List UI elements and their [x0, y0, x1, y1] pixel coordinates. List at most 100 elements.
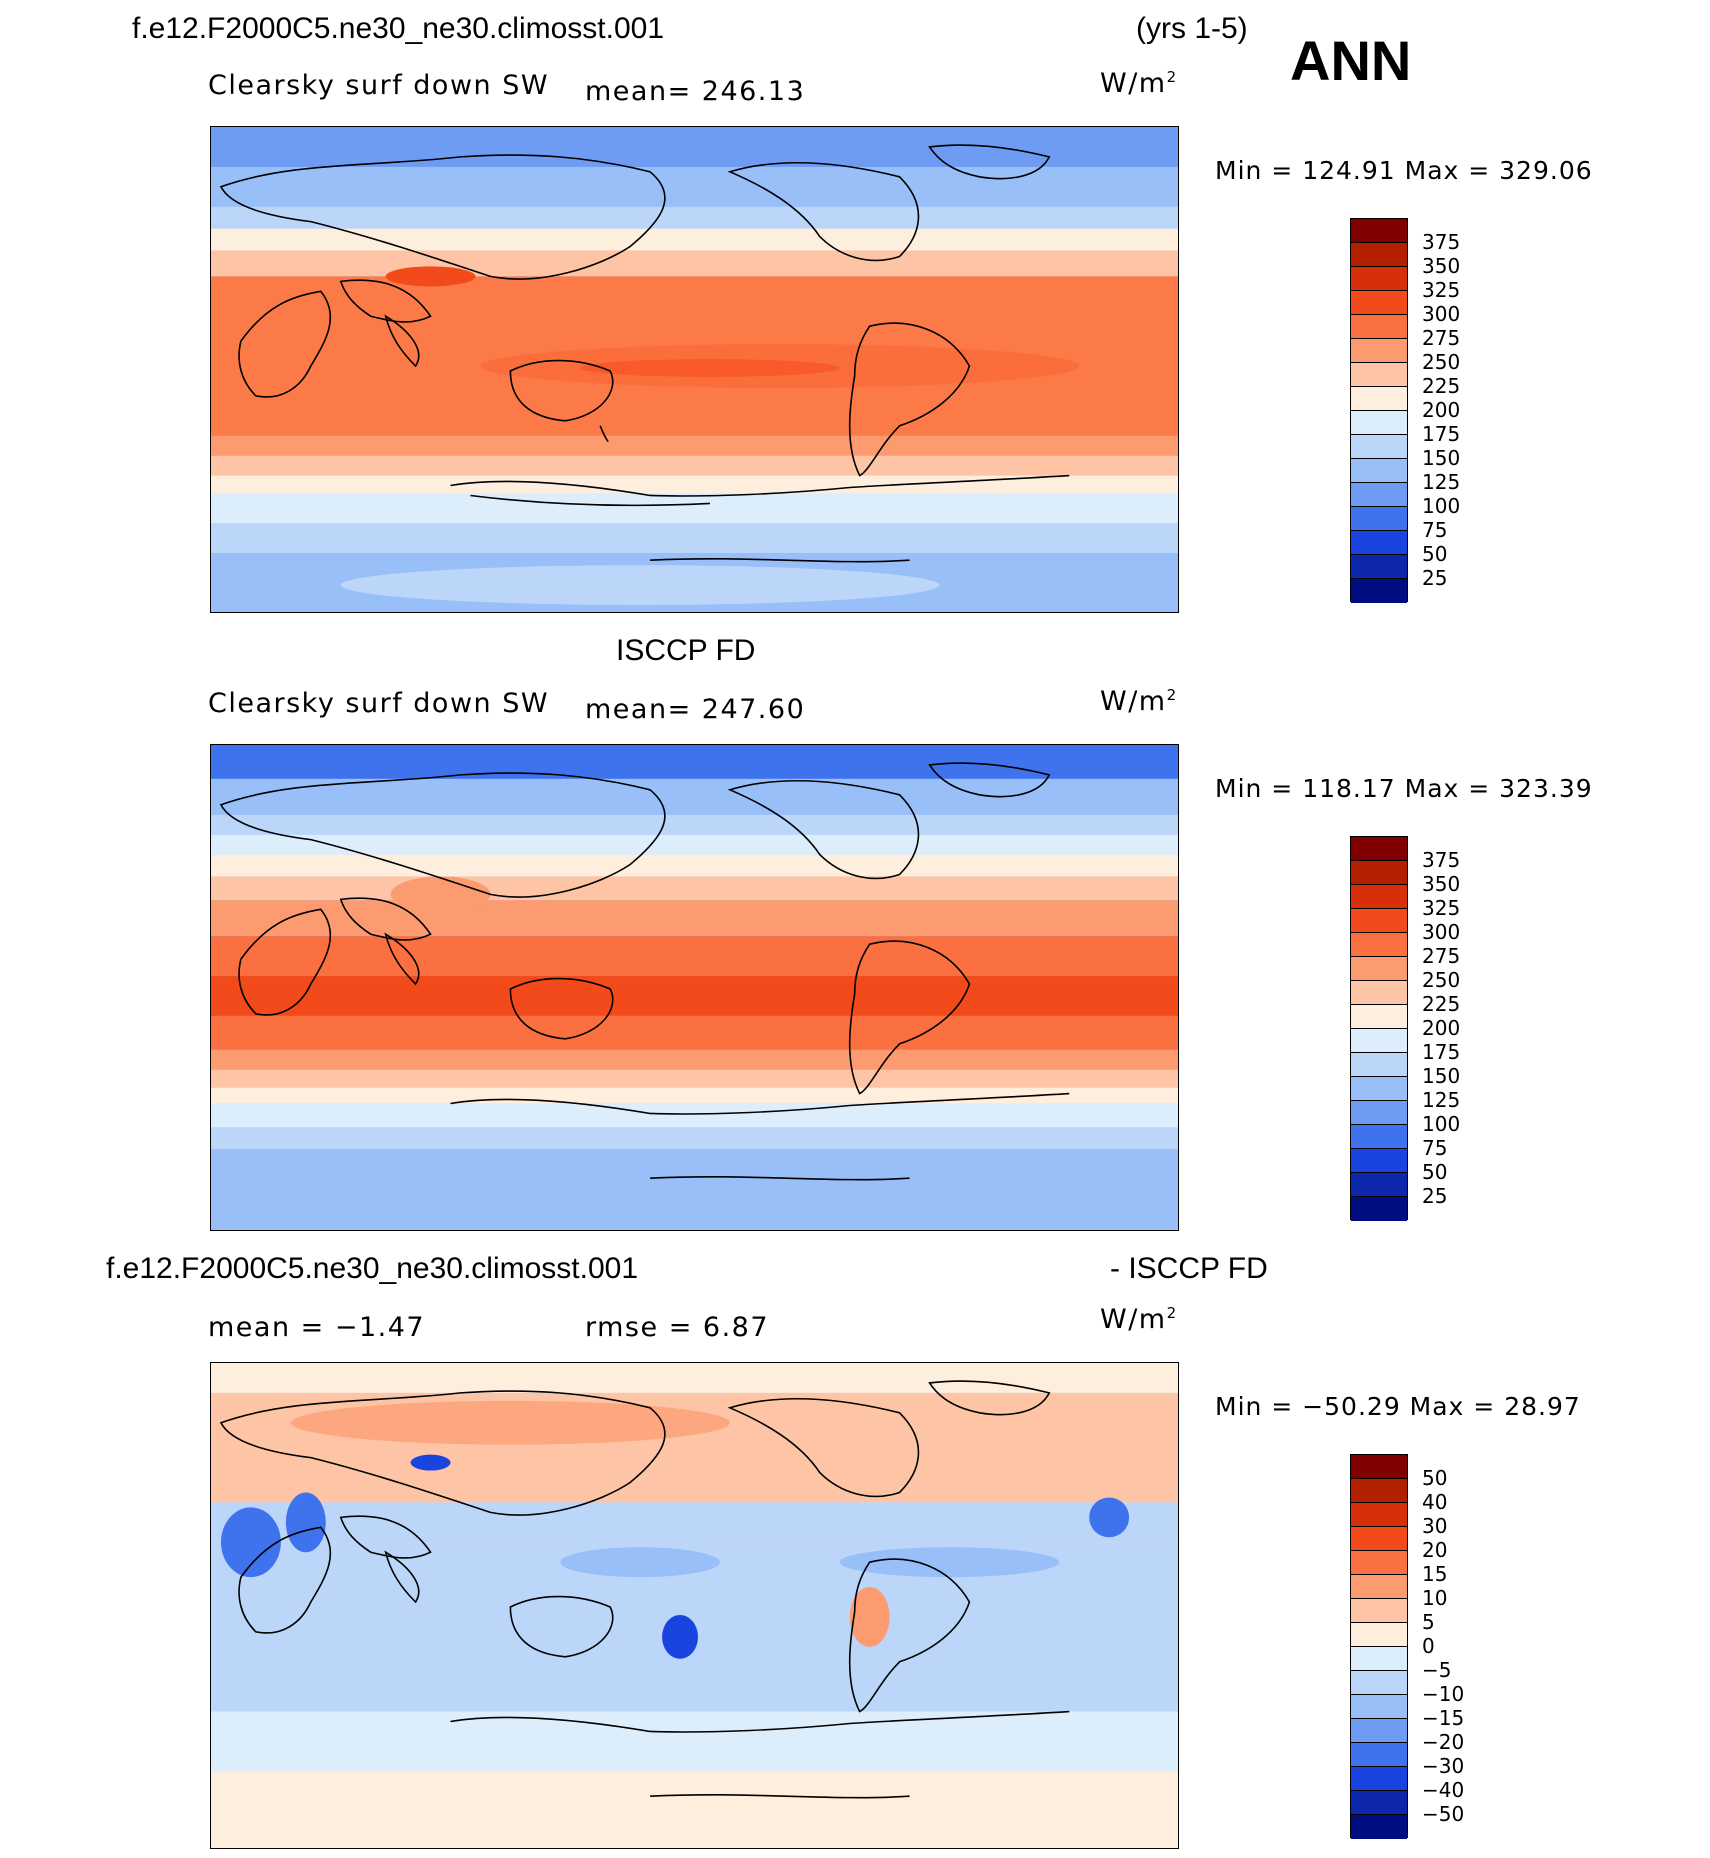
colorbar-segment	[1351, 339, 1407, 363]
colorbar-tick-label: 40	[1422, 1490, 1448, 1514]
colorbar-tick-label: 200	[1422, 1016, 1461, 1040]
colorbar-segment	[1351, 1743, 1407, 1767]
panel3-rmse: rmse = 6.87	[585, 1312, 770, 1343]
colorbar-segment	[1351, 1719, 1407, 1743]
colorbar-tick-label: 250	[1422, 968, 1461, 992]
colorbar-tick-label: 100	[1422, 1112, 1461, 1136]
years-label: (yrs 1-5)	[1136, 12, 1248, 45]
season-label: ANN	[1290, 29, 1412, 92]
colorbar-segment	[1351, 243, 1407, 267]
colorbar-tick-label: 325	[1422, 278, 1461, 302]
colorbar-segment	[1351, 435, 1407, 459]
colorbar-segment	[1351, 1527, 1407, 1551]
colorbar-tick-label: −10	[1422, 1682, 1465, 1706]
colorbar-segment	[1351, 315, 1407, 339]
panel2-minmax: Min = 118.17 Max = 323.39	[1215, 774, 1593, 803]
colorbar-segment	[1351, 1149, 1407, 1173]
colorbar-segment	[1351, 1647, 1407, 1671]
colorbar-tick-label: 375	[1422, 848, 1461, 872]
panel3-colorbar	[1350, 1454, 1408, 1839]
panel1-minmax: Min = 124.91 Max = 329.06	[1215, 156, 1593, 185]
colorbar-segment	[1351, 933, 1407, 957]
colorbar-tick-label: 350	[1422, 872, 1461, 896]
colorbar-segment	[1351, 483, 1407, 507]
panel2-unit: W/m2	[1100, 686, 1178, 717]
panel2-colorbar	[1350, 836, 1408, 1221]
panel3-diff-title-right: - ISCCP FD	[1110, 1252, 1268, 1285]
panel1-unit: W/m2	[1100, 68, 1178, 99]
panel3-mean: mean = −1.47	[208, 1312, 426, 1343]
colorbar-tick-label: −40	[1422, 1778, 1465, 1802]
colorbar-tick-label: 30	[1422, 1514, 1448, 1538]
colorbar-segment	[1351, 411, 1407, 435]
colorbar-tick-label: 10	[1422, 1586, 1448, 1610]
case-title: f.e12.F2000C5.ne30_ne30.climosst.001	[132, 12, 665, 45]
colorbar-segment	[1351, 1479, 1407, 1503]
colorbar-tick-label: 20	[1422, 1538, 1448, 1562]
colorbar-segment	[1351, 1671, 1407, 1695]
colorbar-tick-label: 250	[1422, 350, 1461, 374]
colorbar-tick-label: 175	[1422, 422, 1461, 446]
colorbar-tick-label: 300	[1422, 302, 1461, 326]
panel2-map	[210, 744, 1179, 1231]
colorbar-segment	[1351, 861, 1407, 885]
colorbar-segment	[1351, 885, 1407, 909]
colorbar-tick-label: 125	[1422, 1088, 1461, 1112]
colorbar-segment	[1351, 1053, 1407, 1077]
colorbar-segment	[1351, 459, 1407, 483]
panel2-variable: Clearsky surf down SW	[208, 688, 550, 719]
colorbar-tick-label: 225	[1422, 374, 1461, 398]
colorbar-segment	[1351, 1029, 1407, 1053]
colorbar-tick-label: 175	[1422, 1040, 1461, 1064]
colorbar-tick-label: 225	[1422, 992, 1461, 1016]
colorbar-segment	[1351, 363, 1407, 387]
colorbar-tick-label: 15	[1422, 1562, 1448, 1586]
colorbar-tick-label: 50	[1422, 1466, 1448, 1490]
panel2-dataset-title: ISCCP FD	[616, 634, 756, 667]
colorbar-tick-label: 5	[1422, 1610, 1435, 1634]
panel1-map	[210, 126, 1179, 613]
colorbar-tick-label: 325	[1422, 896, 1461, 920]
colorbar-tick-label: 100	[1422, 494, 1461, 518]
colorbar-tick-label: 150	[1422, 446, 1461, 470]
colorbar-segment	[1351, 579, 1407, 603]
colorbar-segment	[1351, 531, 1407, 555]
colorbar-segment	[1351, 981, 1407, 1005]
colorbar-segment	[1351, 957, 1407, 981]
colorbar-segment	[1351, 1005, 1407, 1029]
colorbar-segment	[1351, 267, 1407, 291]
colorbar-segment	[1351, 1791, 1407, 1815]
colorbar-tick-label: −50	[1422, 1802, 1465, 1826]
colorbar-segment	[1351, 1815, 1407, 1839]
colorbar-segment	[1351, 507, 1407, 531]
colorbar-tick-label: 125	[1422, 470, 1461, 494]
colorbar-segment	[1351, 1197, 1407, 1221]
colorbar-segment	[1351, 387, 1407, 411]
colorbar-tick-label: 275	[1422, 326, 1461, 350]
panel3-minmax: Min = −50.29 Max = 28.97	[1215, 1392, 1581, 1421]
colorbar-tick-label: 275	[1422, 944, 1461, 968]
colorbar-segment	[1351, 909, 1407, 933]
colorbar-segment	[1351, 1575, 1407, 1599]
panel1-variable: Clearsky surf down SW	[208, 70, 550, 101]
colorbar-segment	[1351, 1101, 1407, 1125]
colorbar-tick-label: −15	[1422, 1706, 1465, 1730]
colorbar-tick-label: 50	[1422, 1160, 1448, 1184]
colorbar-segment	[1351, 1551, 1407, 1575]
colorbar-segment	[1351, 1503, 1407, 1527]
panel3-unit: W/m2	[1100, 1304, 1178, 1335]
panel3-map	[210, 1362, 1179, 1849]
colorbar-tick-label: 350	[1422, 254, 1461, 278]
colorbar-tick-label: 25	[1422, 1184, 1448, 1208]
colorbar-tick-label: 375	[1422, 230, 1461, 254]
colorbar-tick-label: 200	[1422, 398, 1461, 422]
colorbar-tick-label: 25	[1422, 566, 1448, 590]
colorbar-tick-label: −20	[1422, 1730, 1465, 1754]
colorbar-segment	[1351, 1077, 1407, 1101]
colorbar-tick-label: −5	[1422, 1658, 1452, 1682]
colorbar-segment	[1351, 1173, 1407, 1197]
colorbar-segment	[1351, 1695, 1407, 1719]
colorbar-tick-label: 150	[1422, 1064, 1461, 1088]
colorbar-segment	[1351, 555, 1407, 579]
panel3-diff-title-left: f.e12.F2000C5.ne30_ne30.climosst.001	[106, 1252, 639, 1285]
